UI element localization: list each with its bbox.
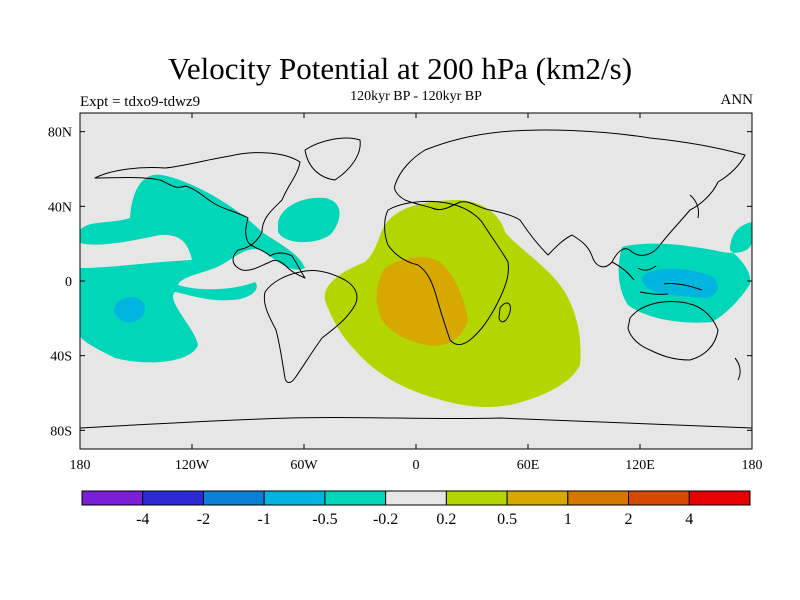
colorbar-swatch [628, 490, 690, 506]
y-tick-label: 40S [50, 350, 72, 365]
x-axis-ticks: 180 120W 60W 0 60E 120E 180 [70, 113, 763, 473]
experiment-label: Expt = tdxo9-tdwz9 [80, 94, 201, 110]
colorbar-label: -2 [197, 511, 210, 528]
colorbar-label: -4 [136, 511, 149, 528]
colorbar-swatch [567, 490, 630, 506]
colorbar-swatch [324, 490, 387, 506]
chart-title: Velocity Potential at 200 hPa (km2/s) [167, 51, 633, 86]
x-tick-label: 0 [413, 458, 420, 473]
region-negative-north-atlantic [278, 197, 340, 243]
colorbar-label: 2 [625, 511, 633, 528]
coastline-antarctica [80, 416, 752, 429]
y-tick-label: 80S [50, 424, 72, 439]
colorbar-label: 4 [685, 511, 693, 528]
colorbar-label: 0.2 [436, 511, 456, 528]
coastline-eurasia [394, 129, 746, 268]
coastlines [80, 129, 752, 429]
y-tick-label: 0 [65, 275, 72, 290]
x-tick-label: 60W [290, 458, 318, 473]
x-tick-label: 180 [742, 458, 763, 473]
coastline-japan [689, 194, 699, 219]
colorbar-label: 0.5 [497, 511, 517, 528]
y-tick-label: 40N [48, 200, 72, 215]
x-tick-label: 180 [70, 458, 91, 473]
colorbar: -4 -2 -1 -0.5 -0.2 0.2 0.5 1 2 4 [81, 490, 751, 528]
colorbar-label: -0.5 [312, 511, 337, 528]
coastline-africa [384, 200, 509, 345]
coastline-north-america [94, 152, 306, 279]
y-tick-label: 80N [48, 126, 72, 141]
colorbar-swatch [81, 490, 144, 506]
season-label: ANN [720, 92, 754, 108]
colorbar-swatch [385, 490, 447, 506]
coastline-maritime-islands [611, 261, 703, 295]
colorbar-label: -0.2 [373, 511, 398, 528]
colorbar-swatch [142, 490, 204, 506]
coastline-greenland [304, 137, 361, 181]
x-tick-label: 120E [625, 458, 655, 473]
colorbar-swatch [202, 490, 265, 506]
region-negative-maritime-core [642, 268, 718, 298]
coastline-south-america [263, 269, 358, 383]
colorbar-swatch [263, 490, 326, 506]
x-tick-label: 60E [517, 458, 540, 473]
region-negative-pacific-core [114, 297, 146, 323]
map-plot-area [80, 113, 752, 449]
colorbar-swatch [445, 490, 508, 506]
y-axis-ticks: 80N 40N 0 40S 80S [48, 126, 752, 439]
chart-subtitle: 120kyr BP - 120kyr BP [350, 89, 482, 104]
coastline-new-zealand [734, 357, 741, 381]
x-tick-label: 120W [175, 458, 210, 473]
colorbar-swatch [688, 490, 751, 506]
colorbar-label: -1 [258, 511, 271, 528]
colorbar-swatch [506, 490, 569, 506]
coastline-madagascar [498, 302, 511, 323]
colorbar-label: 1 [564, 511, 572, 528]
coastline-australia [627, 301, 719, 361]
